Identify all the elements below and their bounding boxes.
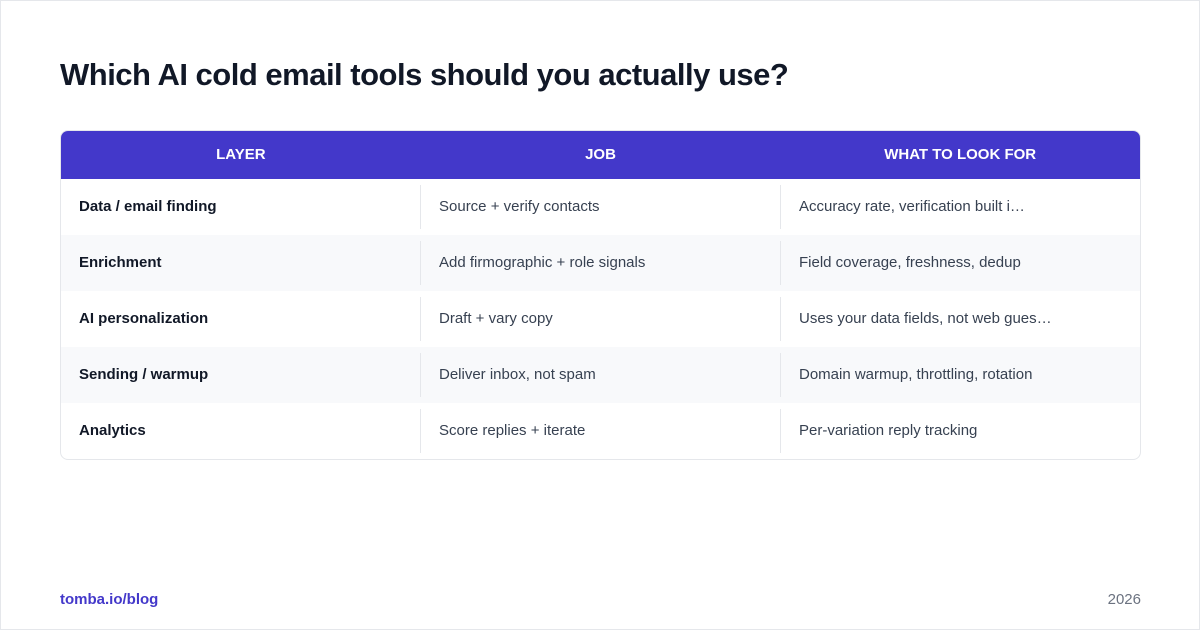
table-cell: Analytics bbox=[79, 422, 146, 439]
table-cell: AI personalization bbox=[79, 310, 209, 327]
year: 2026 bbox=[1107, 591, 1141, 608]
table-row: Data / email finding Source + verify cont… bbox=[61, 179, 1140, 235]
table-cell: Sending / warmup bbox=[79, 366, 209, 383]
table-cell: Source + verify contacts bbox=[420, 185, 780, 229]
table-row: Analytics Score replies + iterate Per-vari… bbox=[61, 403, 1140, 459]
table-header: LAYER JOB WHAT TO LOOK FOR bbox=[61, 131, 1140, 179]
table-row: AI personalization Draft + vary copy Uses … bbox=[61, 291, 1140, 347]
table-row: Sending / warmup Deliver inbox, not spam D… bbox=[61, 347, 1140, 403]
table-cell: Per-variation reply tracking bbox=[780, 409, 1140, 453]
table-cell: Domain warmup, throttling, rotation bbox=[780, 353, 1140, 397]
table-cell: Add firmographic + role signals bbox=[420, 241, 780, 285]
source: tomba.io/blog bbox=[60, 591, 159, 608]
table-row: Enrichment Add firmographic + role signal… bbox=[61, 235, 1140, 291]
column-header: LAYER bbox=[216, 146, 266, 163]
column-header: JOB bbox=[585, 146, 616, 163]
column-header: WHAT TO LOOK FOR bbox=[884, 146, 1037, 163]
table-cell: Accuracy rate, verification built i… bbox=[780, 185, 1140, 229]
table-cell: Draft + vary copy bbox=[420, 297, 780, 341]
title: Which AI cold email tools should you act… bbox=[60, 57, 789, 92]
table-cell: Data / email finding bbox=[79, 198, 217, 215]
table: LAYER JOB WHAT TO LOOK FOR Data / email fin… bbox=[60, 130, 1141, 460]
table-cell: Score replies + iterate bbox=[420, 409, 780, 453]
table-cell: Enrichment bbox=[79, 254, 162, 271]
table-cell: Deliver inbox, not spam bbox=[420, 353, 780, 397]
table-cell: Uses your data fields, not web gues… bbox=[780, 297, 1140, 341]
table-cell: Field coverage, freshness, dedup bbox=[780, 241, 1140, 285]
